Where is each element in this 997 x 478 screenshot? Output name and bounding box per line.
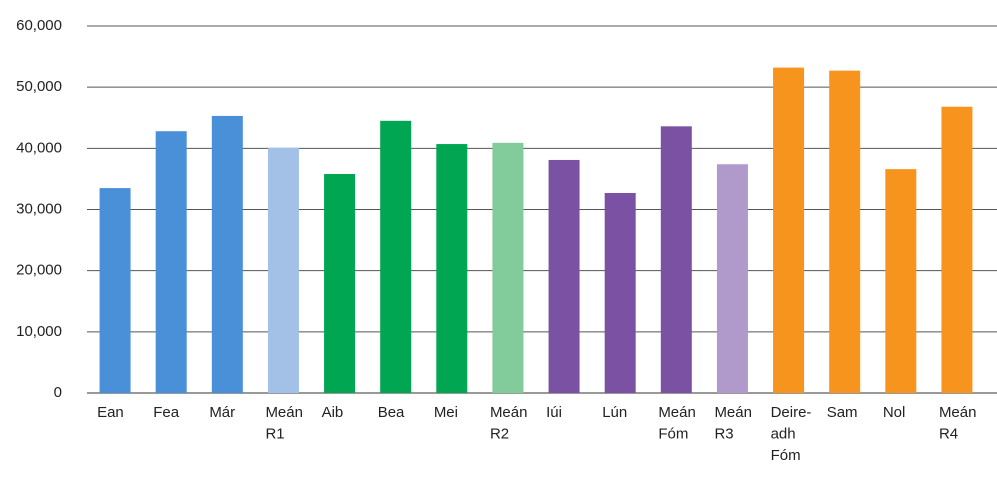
x-tick-label: Bea <box>378 404 405 421</box>
bar <box>716 164 748 393</box>
x-tick-label: Meán Fóm <box>658 404 696 443</box>
x-tick-label: Sam <box>827 404 858 421</box>
y-tick-label: 30,000 <box>16 200 62 217</box>
x-tick-label: Aib <box>322 404 344 421</box>
bar <box>660 126 692 394</box>
bar <box>885 169 917 393</box>
bar <box>155 131 187 393</box>
bar <box>773 67 805 394</box>
x-tick-label: Meán R4 <box>939 404 977 443</box>
x-tick-label: Már <box>209 404 235 421</box>
x-tick-label: Meán R2 <box>490 404 528 443</box>
bar <box>324 174 356 393</box>
x-tick-label: Iúi <box>546 404 562 421</box>
x-tick-label: Meán R3 <box>714 404 752 443</box>
bar <box>604 192 636 393</box>
x-tick-label: Meán R1 <box>265 404 303 443</box>
x-tick-label: Ean <box>97 404 124 421</box>
y-tick-label: 60,000 <box>16 17 62 34</box>
bar <box>436 144 468 393</box>
y-tick-label: 10,000 <box>16 323 62 340</box>
bar <box>941 106 973 394</box>
x-tick-label: Lún <box>602 404 627 421</box>
bar <box>548 159 580 393</box>
bar <box>211 115 243 393</box>
bar <box>380 120 412 393</box>
y-tick-label: 20,000 <box>16 262 62 279</box>
bar <box>267 147 299 393</box>
x-tick-label: Fea <box>153 404 180 421</box>
y-tick-label: 40,000 <box>16 139 62 156</box>
bar <box>829 70 861 393</box>
x-tick-label: Mei <box>434 404 458 421</box>
bar <box>99 188 131 393</box>
y-tick-label: 50,000 <box>16 78 62 95</box>
y-tick-label: 0 <box>54 384 62 401</box>
x-tick-label: Deire-adh Fóm <box>771 404 812 464</box>
x-tick-label: Nol <box>883 404 906 421</box>
bar <box>492 142 524 393</box>
